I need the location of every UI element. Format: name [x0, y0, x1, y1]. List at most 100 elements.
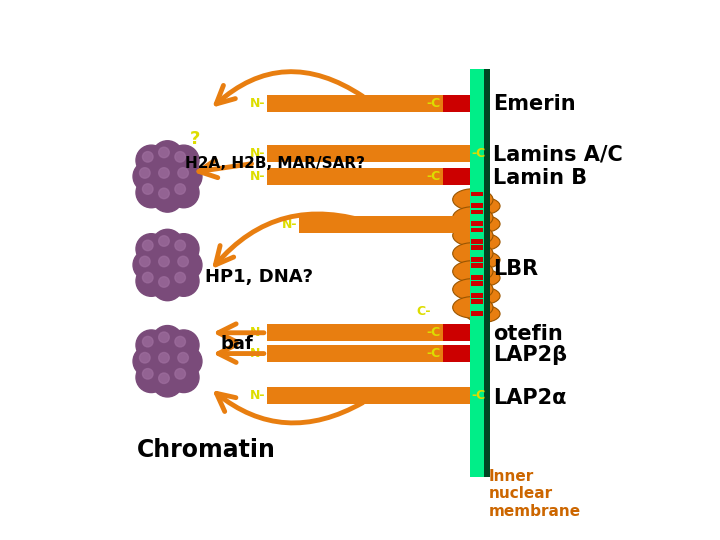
Circle shape: [152, 141, 183, 171]
Ellipse shape: [453, 261, 493, 282]
Circle shape: [133, 250, 163, 280]
Circle shape: [158, 236, 169, 246]
Circle shape: [136, 362, 166, 393]
Circle shape: [143, 369, 153, 379]
Text: Emerin: Emerin: [493, 94, 575, 114]
Text: -C: -C: [427, 97, 441, 110]
Ellipse shape: [453, 207, 493, 228]
Bar: [471, 299, 483, 315]
Circle shape: [143, 272, 153, 283]
Bar: [443, 168, 469, 185]
Text: baf: baf: [220, 335, 253, 353]
Circle shape: [175, 240, 186, 251]
Circle shape: [152, 230, 183, 260]
Bar: [266, 95, 469, 112]
Circle shape: [158, 188, 169, 199]
Ellipse shape: [466, 287, 500, 305]
Text: -C: -C: [427, 347, 441, 360]
Circle shape: [168, 145, 199, 176]
Text: C-: C-: [416, 305, 431, 318]
Circle shape: [171, 346, 202, 376]
Bar: [443, 325, 469, 341]
Ellipse shape: [453, 296, 493, 318]
Circle shape: [152, 367, 183, 397]
Circle shape: [171, 250, 202, 280]
Circle shape: [140, 168, 150, 178]
Bar: [471, 214, 483, 221]
Circle shape: [171, 161, 202, 192]
Ellipse shape: [466, 305, 500, 322]
Text: LBR: LBR: [493, 259, 538, 279]
Ellipse shape: [453, 189, 493, 211]
Circle shape: [178, 353, 189, 363]
Bar: [443, 95, 469, 112]
Circle shape: [140, 353, 150, 363]
Text: Chromatin: Chromatin: [137, 438, 275, 462]
Text: Inner
nuclear
membrane: Inner nuclear membrane: [489, 469, 581, 519]
Circle shape: [152, 161, 183, 192]
Text: LAP2α: LAP2α: [493, 388, 567, 408]
Circle shape: [136, 145, 166, 176]
Text: otefin: otefin: [493, 323, 563, 343]
Circle shape: [175, 152, 186, 162]
Bar: [471, 192, 483, 208]
Bar: [471, 268, 483, 275]
Ellipse shape: [453, 242, 493, 264]
Circle shape: [143, 336, 153, 347]
Text: HP1, DNA?: HP1, DNA?: [204, 267, 312, 286]
Circle shape: [136, 330, 166, 360]
Text: H2A, H2B, MAR/SAR?: H2A, H2B, MAR/SAR?: [184, 156, 364, 171]
Ellipse shape: [453, 279, 493, 300]
Circle shape: [152, 270, 183, 301]
Bar: [266, 345, 469, 362]
Bar: [471, 250, 483, 256]
Circle shape: [158, 256, 169, 267]
Circle shape: [175, 272, 186, 283]
Circle shape: [168, 234, 199, 264]
Ellipse shape: [453, 225, 493, 246]
Ellipse shape: [466, 251, 500, 268]
Text: -C: -C: [472, 147, 485, 160]
Bar: [471, 227, 483, 244]
Text: N-: N-: [250, 347, 265, 360]
Circle shape: [136, 234, 166, 264]
Circle shape: [168, 266, 199, 296]
Bar: [300, 217, 469, 233]
Circle shape: [152, 326, 183, 356]
Bar: [471, 286, 483, 293]
Text: Lamin B: Lamin B: [493, 168, 587, 188]
Circle shape: [168, 330, 199, 360]
Bar: [471, 281, 483, 298]
Text: -C: -C: [472, 389, 485, 402]
Circle shape: [158, 147, 169, 158]
Circle shape: [136, 266, 166, 296]
Ellipse shape: [466, 215, 500, 233]
Circle shape: [133, 346, 163, 376]
Bar: [471, 210, 483, 226]
Circle shape: [143, 152, 153, 162]
Circle shape: [175, 184, 186, 194]
Circle shape: [152, 346, 183, 376]
Text: LAP2β: LAP2β: [493, 345, 567, 365]
Bar: [266, 168, 469, 185]
Bar: [471, 264, 483, 280]
Text: Lamins A/C: Lamins A/C: [493, 144, 623, 164]
Ellipse shape: [466, 233, 500, 251]
Circle shape: [152, 182, 183, 212]
Ellipse shape: [466, 198, 500, 214]
Bar: [443, 345, 469, 362]
Circle shape: [178, 256, 189, 267]
Ellipse shape: [466, 269, 500, 287]
Bar: [471, 246, 483, 262]
Circle shape: [175, 336, 186, 347]
Bar: [484, 69, 490, 477]
Circle shape: [143, 240, 153, 251]
Circle shape: [158, 373, 169, 383]
Text: -C: -C: [427, 170, 441, 183]
Text: N-: N-: [250, 326, 265, 339]
Text: ?: ?: [189, 131, 200, 149]
Circle shape: [175, 369, 186, 379]
Bar: [471, 304, 483, 310]
Text: N-: N-: [250, 97, 265, 110]
Circle shape: [158, 276, 169, 287]
